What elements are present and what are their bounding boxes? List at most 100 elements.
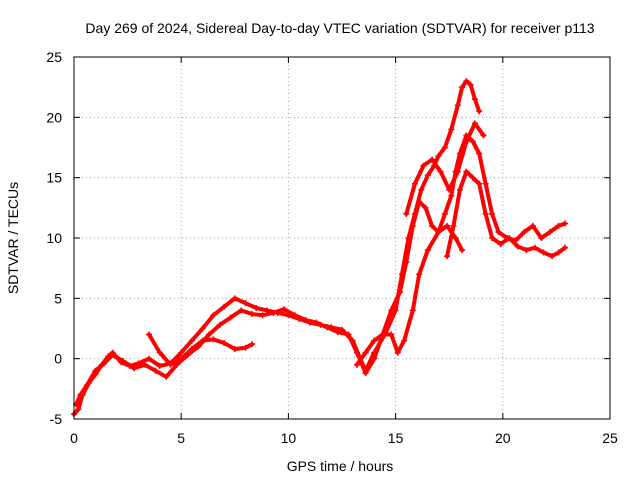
data-point xyxy=(561,220,568,227)
data-point xyxy=(156,362,163,369)
y-tick-label: -5 xyxy=(50,411,63,427)
x-tick-label: 15 xyxy=(388,430,404,446)
data-point xyxy=(446,186,453,193)
data-point xyxy=(441,144,448,151)
data-point xyxy=(489,210,496,217)
data-point xyxy=(450,222,457,229)
data-point xyxy=(323,324,330,331)
y-tick-label: 5 xyxy=(54,290,62,306)
data-point xyxy=(480,132,487,139)
series-line xyxy=(74,133,567,407)
data-point xyxy=(77,391,84,398)
data-point xyxy=(476,150,483,157)
data-point xyxy=(281,306,288,313)
data-point xyxy=(411,180,418,187)
data-point xyxy=(313,319,320,326)
data-point xyxy=(555,249,562,256)
axis-ticks xyxy=(73,56,611,420)
data-point xyxy=(354,361,361,368)
data-point xyxy=(371,355,378,362)
data-point xyxy=(546,228,553,235)
y-tick-label: 10 xyxy=(46,230,62,246)
y-axis-label: SDTVAR / TECUs xyxy=(5,182,21,294)
data-point xyxy=(238,307,245,314)
data-point xyxy=(482,210,489,217)
data-point xyxy=(454,102,461,109)
data-point xyxy=(429,156,436,163)
data-point xyxy=(437,168,444,175)
data-point xyxy=(291,312,298,319)
data-point xyxy=(429,222,436,229)
data-point xyxy=(334,329,341,336)
data-point xyxy=(441,210,448,217)
data-point xyxy=(422,204,429,211)
y-tick-label: 0 xyxy=(54,351,62,367)
data-point xyxy=(403,259,410,266)
data-point xyxy=(248,311,255,318)
data-point xyxy=(248,341,255,348)
data-point xyxy=(459,84,466,91)
data-point xyxy=(456,186,463,193)
data-point xyxy=(156,349,163,356)
data-point xyxy=(469,138,476,145)
data-point xyxy=(83,382,90,389)
data-point xyxy=(467,81,474,88)
data-point xyxy=(506,235,513,241)
data-point xyxy=(495,228,502,235)
data-point xyxy=(448,192,455,199)
data-point xyxy=(416,198,423,205)
data-point xyxy=(178,349,185,356)
series-line xyxy=(72,79,482,417)
data-point xyxy=(146,355,153,362)
data-point xyxy=(388,331,395,338)
grid xyxy=(74,57,610,419)
data-point xyxy=(420,162,427,169)
data-point xyxy=(242,300,249,307)
data-point xyxy=(231,346,238,353)
data-point xyxy=(199,337,206,344)
data-point xyxy=(463,78,470,85)
data-point xyxy=(435,152,442,159)
data-point xyxy=(167,361,174,368)
data-point xyxy=(206,331,213,338)
data-point xyxy=(270,309,277,316)
x-tick-label: 5 xyxy=(177,430,185,446)
data-point xyxy=(531,244,538,251)
data-point xyxy=(489,235,496,241)
data-point xyxy=(354,349,361,356)
y-tick-label: 15 xyxy=(46,170,62,186)
data-point xyxy=(109,352,116,359)
data-point xyxy=(403,210,410,217)
data-point xyxy=(345,331,352,338)
data-point xyxy=(540,249,547,256)
data-point xyxy=(379,331,386,338)
data-point xyxy=(471,120,478,127)
data-point xyxy=(141,361,148,368)
data-point xyxy=(459,247,466,254)
data-point xyxy=(188,346,195,353)
data-point xyxy=(463,168,470,175)
data-point xyxy=(231,295,238,302)
data-point xyxy=(146,331,153,338)
data-point xyxy=(210,336,217,343)
data-point xyxy=(424,247,431,254)
x-tick-label: 0 xyxy=(70,430,78,446)
data-point xyxy=(101,360,108,367)
data-point xyxy=(555,222,562,229)
data-point xyxy=(497,241,504,248)
series-line xyxy=(404,121,486,216)
chart-title: Day 269 of 2024, Sidereal Day-to-day VTE… xyxy=(85,20,594,36)
x-tick-label: 10 xyxy=(281,430,297,446)
data-point xyxy=(199,325,206,332)
data-point xyxy=(188,337,195,344)
data-point xyxy=(221,303,228,310)
x-axis-label: GPS time / hours xyxy=(287,458,394,474)
data-point xyxy=(259,312,266,319)
data-point xyxy=(163,373,170,380)
data-series xyxy=(71,78,568,418)
series-line xyxy=(445,169,567,259)
series-line xyxy=(355,223,465,367)
data-point xyxy=(549,253,556,260)
